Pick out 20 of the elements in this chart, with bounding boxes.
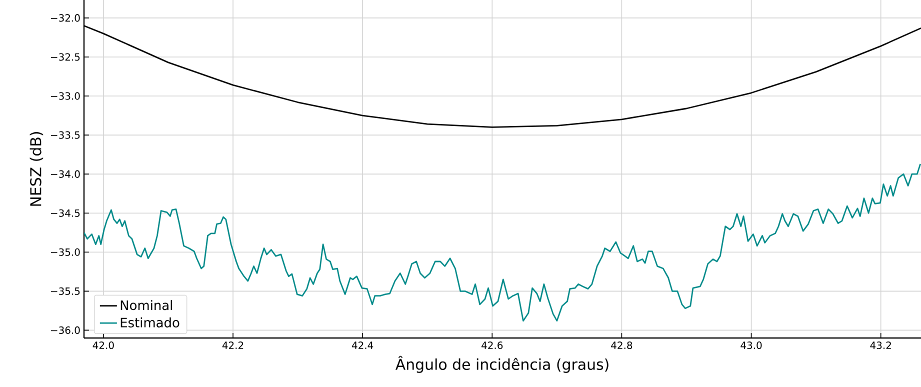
x-tick-label: 42.2 xyxy=(222,342,244,349)
y-tick-label: −32.5 xyxy=(51,53,80,61)
y-tick-label: −34.5 xyxy=(51,209,80,217)
y-tick-label: −35.5 xyxy=(51,287,80,295)
x-tick-label: 43.2 xyxy=(870,342,891,350)
y-tick-label: −32.0 xyxy=(51,14,80,22)
x-tick-label: 42.6 xyxy=(482,342,503,350)
x-tick-label: 42.8 xyxy=(611,342,632,350)
y-tick-label: −33.5 xyxy=(51,131,80,139)
x-tick-label: 42.4 xyxy=(352,342,374,349)
legend-label: Estimado xyxy=(120,317,180,328)
x-tick-label: 42.0 xyxy=(92,342,114,350)
y-tick-label: −34.0 xyxy=(51,170,80,178)
x-axis-title: Ângulo de incidência (graus) xyxy=(395,356,608,373)
y-tick-label: −35.0 xyxy=(51,248,80,256)
x-tick-label: 43.0 xyxy=(740,342,762,350)
y-tick-label: −33.0 xyxy=(51,92,80,100)
legend-label: Nominal xyxy=(120,300,172,310)
y-axis-title: NESZ (dB) xyxy=(30,132,44,206)
y-tick-label: −36.0 xyxy=(51,326,80,334)
